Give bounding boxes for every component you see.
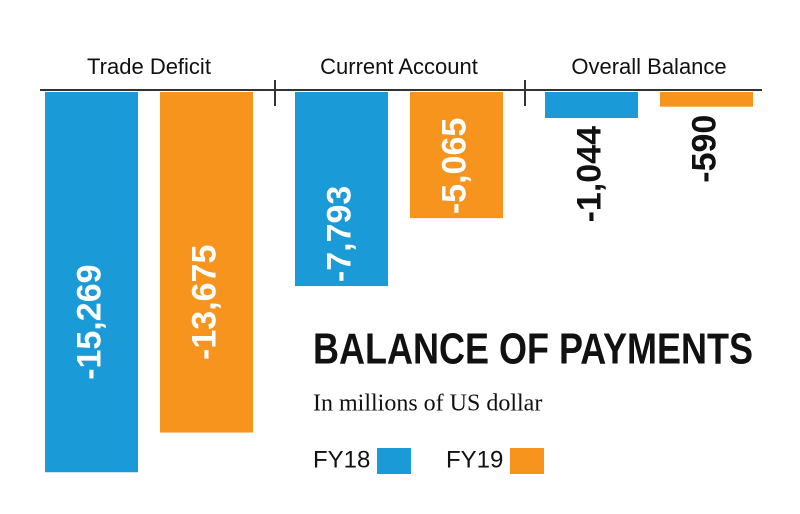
legend-label: FY18 (313, 446, 370, 473)
value-label: -1,044 (570, 126, 608, 222)
category-label: Overall Balance (571, 54, 726, 79)
category-label: Trade Deficit (87, 54, 211, 79)
value-label: -7,793 (320, 186, 358, 282)
chart-title: BALANCE OF PAYMENTS (313, 325, 753, 374)
value-label: -5,065 (435, 118, 473, 214)
value-label: -15,269 (70, 264, 108, 379)
category-label: Current Account (320, 54, 478, 79)
chart-subtitle: In millions of US dollar (313, 391, 542, 417)
bar (660, 92, 753, 107)
legend-label: FY19 (446, 446, 503, 473)
bar (160, 92, 253, 433)
bar (45, 92, 138, 473)
bar (295, 92, 388, 287)
value-label: -13,675 (185, 245, 223, 360)
legend-swatch (377, 448, 411, 474)
legend-swatch (510, 448, 544, 474)
value-label: -590 (685, 115, 723, 183)
bar (410, 92, 503, 219)
bar (545, 92, 638, 118)
